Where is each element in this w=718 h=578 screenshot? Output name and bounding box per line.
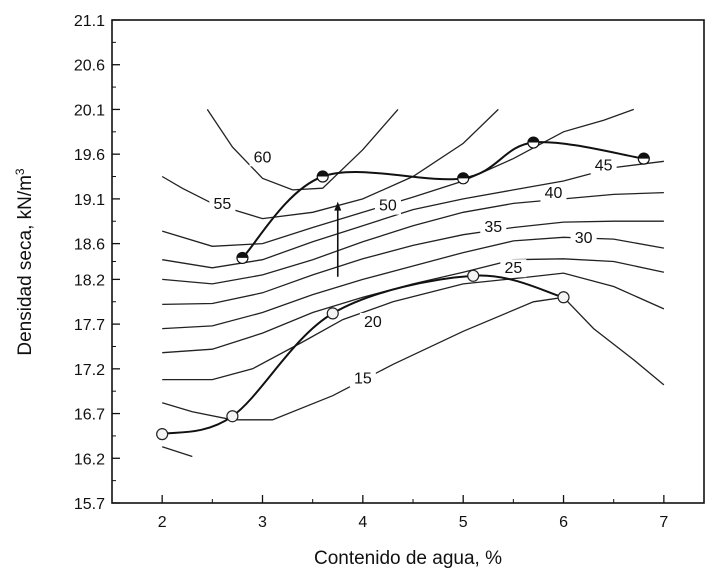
contour-label-bg — [540, 184, 567, 203]
x-tick-label: 4 — [358, 514, 367, 531]
annotations — [334, 201, 342, 277]
data-point-half-filled — [637, 152, 650, 165]
x-tick-label: 5 — [459, 514, 468, 531]
contour-label-25: 25 — [504, 260, 522, 277]
contour-label-bg — [500, 259, 527, 278]
y-axis-title: Densidad seca, kN/m3 — [13, 168, 36, 356]
y-tick-label: 16.2 — [74, 451, 105, 468]
contour-line-35 — [162, 220, 664, 306]
y-tick-label: 20.1 — [74, 102, 105, 119]
contour-label-bg — [480, 218, 507, 237]
y-axis: 15.7 16.2 16.7 17.2 17.7 18.2 18.6 19.1 19.6 20.1… — [74, 13, 120, 513]
data-point-half-filled — [527, 136, 540, 149]
contour-label-bg — [374, 196, 401, 215]
contour-line-55 — [161, 108, 499, 220]
y-tick-label: 19.6 — [74, 147, 105, 164]
y-tick-label: 17.7 — [74, 317, 105, 334]
contour-label-60: 60 — [254, 149, 272, 166]
data-point-half-filled-top — [236, 252, 248, 258]
contour-label-45: 45 — [595, 157, 613, 174]
y-tick-label: 15.7 — [74, 496, 105, 513]
data-point-half-filled-top — [457, 172, 469, 179]
x-axis-title: Contenido de agua, % — [314, 548, 502, 569]
contour-label-35: 35 — [484, 219, 502, 236]
x-tick-label: 3 — [258, 514, 267, 531]
contour-line-60 — [206, 108, 399, 191]
data-point-half-filled-top — [638, 153, 650, 159]
data-point-open — [467, 269, 480, 282]
data-point-open — [557, 291, 570, 304]
contour-label-bg — [590, 156, 617, 175]
data-point-half-filled-top — [317, 171, 329, 177]
y-axis-title-superscript: 3 — [13, 168, 27, 175]
x-tick-label: 7 — [659, 514, 668, 531]
y-tick-label: 18.6 — [74, 237, 105, 254]
contour-line-40 — [162, 191, 664, 285]
contour-label-bg — [349, 369, 376, 388]
data-point-half-filled — [316, 170, 329, 183]
data-point-half-filled-top — [527, 137, 539, 143]
contour-line-20 — [162, 272, 665, 381]
y-axis-title-main: Densidad seca, kN/m — [15, 175, 36, 356]
contour-line-30 — [162, 236, 665, 330]
series-lines — [161, 141, 644, 436]
y-tick-label: 18.2 — [74, 272, 105, 289]
contour-label-bg — [249, 148, 276, 167]
contour-line-50 — [162, 108, 635, 247]
contour-line-25 — [162, 258, 665, 354]
contour-line-fragment — [161, 446, 193, 458]
series-markers — [156, 136, 650, 441]
y-tick-label: 16.7 — [74, 407, 105, 424]
contour-line-15 — [162, 296, 665, 421]
x-tick-label: 2 — [158, 514, 167, 531]
arrow-head — [334, 201, 342, 211]
x-tick-label: 6 — [559, 514, 568, 531]
data-point-open — [326, 307, 339, 320]
y-tick-label: 17.2 — [74, 362, 105, 379]
contour-label-bg — [570, 228, 597, 247]
contour-label-bg — [209, 194, 236, 213]
data-point-half-filled — [236, 251, 249, 265]
data-point-open — [226, 410, 239, 423]
x-axis: 2 3 4 5 6 7 — [111, 495, 668, 531]
contour-label-55: 55 — [213, 196, 231, 213]
contour-label-20: 20 — [364, 314, 382, 331]
contour-label-bg — [359, 312, 386, 331]
y-tick-label: 21.1 — [74, 13, 105, 30]
series-curve-1 — [161, 274, 564, 436]
y-tick-label: 20.6 — [74, 58, 105, 75]
contour-label-15: 15 — [354, 370, 372, 387]
data-point-half-filled — [457, 172, 470, 185]
contour-lines: 15 20 25 30 35 40 45 50 55 60 — [161, 108, 665, 458]
contour-label-50: 50 — [379, 198, 397, 215]
contour-label-40: 40 — [545, 185, 563, 202]
data-point-open — [156, 428, 169, 441]
y-tick-label: 19.1 — [74, 192, 105, 209]
contour-label-30: 30 — [575, 230, 593, 247]
